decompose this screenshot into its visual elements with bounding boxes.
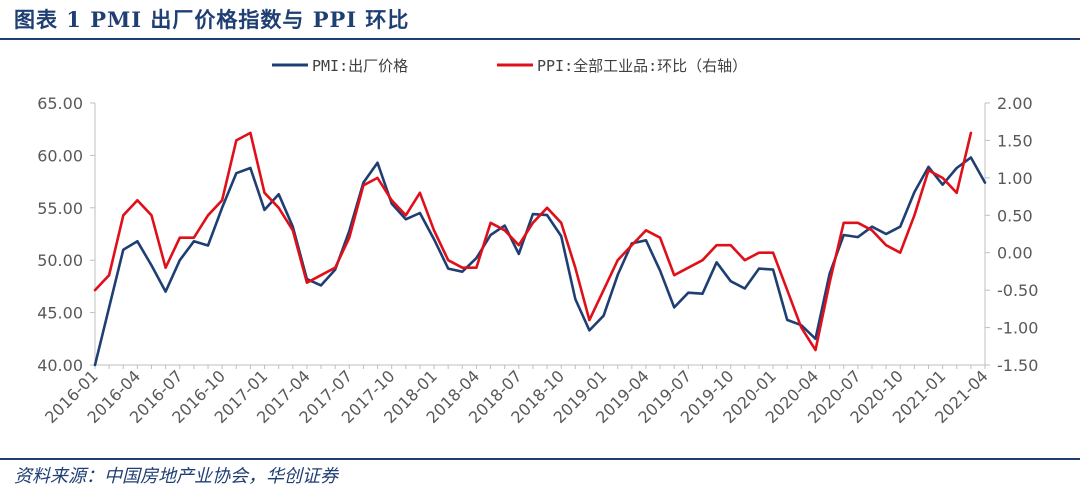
chart-axes: 40.00 45.00 50.00 55.00 60.00 65.00 -1.50 -1.00…	[37, 94, 1038, 375]
right-axis-tick-label: -0.50	[997, 281, 1038, 300]
right-axis-tick-label: -1.00	[997, 319, 1038, 338]
source-rule	[0, 458, 1080, 460]
series-line-pmi	[93, 156, 987, 367]
source-note: 资料来源：中国房地产业协会，华创证券	[14, 466, 338, 487]
right-axis-tick-label: -1.50	[997, 356, 1038, 375]
title-rule	[0, 38, 1080, 40]
left-axis-tick-label: 45.00	[37, 304, 83, 323]
series-line-ppi	[93, 131, 973, 352]
right-axis-tick-label: 0.00	[997, 244, 1033, 263]
right-axis-tick-label: 2.00	[997, 94, 1033, 113]
chart-series	[93, 131, 987, 367]
figure-title: 图表 1 PMI 出厂价格指数与 PPI 环比	[14, 7, 410, 32]
legend-item-ppi-label: PPI:全部工业品:环比（右轴）	[537, 57, 747, 75]
x-axis-tick-labels: 2016-012016-042016-072016-102017-012017-…	[41, 366, 992, 427]
left-axis-tick-label: 55.00	[37, 199, 83, 218]
legend: PMI:出厂价格 PPI:全部工业品:环比（右轴）	[272, 57, 747, 75]
line-chart: PMI:出厂价格 PPI:全部工业品:环比（右轴） 40.00 45.00 50.00…	[37, 57, 1038, 427]
left-axis-tick-label: 60.00	[37, 146, 83, 165]
left-axis-tick-label: 65.00	[37, 94, 83, 113]
left-axis-tick-label: 40.00	[37, 356, 83, 375]
right-axis-tick-label: 1.00	[997, 169, 1033, 188]
right-axis-tick-label: 1.50	[997, 131, 1033, 150]
legend-item-pmi-label: PMI:出厂价格	[312, 57, 408, 75]
right-axis-tick-label: 0.50	[997, 206, 1033, 225]
left-axis-tick-label: 50.00	[37, 251, 83, 270]
